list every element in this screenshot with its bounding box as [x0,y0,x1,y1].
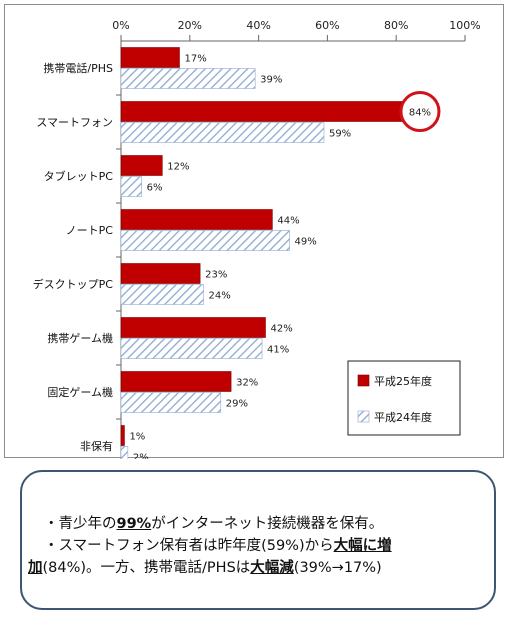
chart-frame: 0% 20% 40% 60% 80% 100% 携帯電話/PHS 17% 39% スマートフォン 8… [4,4,504,460]
x-tick-label: 0% [112,19,129,32]
data-label: 42% [270,324,292,335]
bar-current-year [120,317,266,338]
bar-previous-year [120,122,325,143]
bar-previous-year [120,176,142,197]
x-tick-label: 20% [178,19,202,32]
summary-line-1-emphasis: 99% [116,516,152,532]
category-label: 非保有 [80,439,113,453]
data-label: 23% [205,270,227,281]
summary-line-3-mid: (84%)。一方、携帯電話/PHSは [42,560,251,576]
bar-current-year [120,209,273,230]
bar-previous-year [120,338,263,359]
legend-swatch [357,410,370,423]
summary-line-2-emphasis: 大幅に増 [333,538,392,554]
category-label: 携帯電話/PHS [43,61,113,75]
data-label: 49% [295,237,317,248]
bar-previous-year [120,68,256,89]
data-label: 44% [277,216,299,227]
legend-label: 平成24年度 [374,410,432,424]
summary-line-1: ・青少年の99%がインターネット接続機器を保有。 [44,512,383,533]
legend-label: 平成25年度 [374,374,432,388]
category-label: スマートフォン [36,116,113,129]
bar-previous-year [120,230,290,251]
summary-line-3-emphasis-2: 大幅減 [250,560,294,576]
data-label: 39% [260,75,282,86]
x-tick-label: 60% [315,19,339,32]
summary-line-2-pre: ・スマートフォン保有者は昨年度(59%)から [44,538,334,554]
data-label: 6% [147,183,163,194]
bar-current-year [120,101,411,122]
bar-previous-year [120,284,204,305]
summary-line-1-post: がインターネット接続機器を保有。 [151,516,384,532]
summary-line-3-emphasis: 加 [28,560,43,576]
x-tick-label: 80% [384,19,408,32]
category-label: 固定ゲーム機 [47,385,113,399]
summary-line-3: 加(84%)。一方、携帯電話/PHSは大幅減(39%→17%) [28,556,382,577]
legend-swatch [357,374,370,387]
bar-chart: 0% 20% 40% 60% 80% 100% 携帯電話/PHS 17% 39% スマートフォン 8… [33,19,481,460]
data-label: 59% [329,129,351,140]
category-label: デスクトップPC [33,277,114,291]
data-label: 29% [226,399,248,410]
bar-previous-year [120,392,222,413]
bar-current-year [120,425,125,446]
bar-current-year [120,47,180,68]
category-label: 携帯ゲーム機 [47,331,113,345]
data-label: 32% [236,378,258,389]
data-label: 1% [129,432,145,443]
bar-current-year [120,155,163,176]
data-label: 17% [184,54,206,65]
summary-line-1-pre: ・青少年の [44,516,117,532]
data-label: 24% [209,291,231,302]
summary-line-2: ・スマートフォン保有者は昨年度(59%)から大幅に増 [44,534,392,555]
legend-box [347,360,461,436]
category-label: ノートPC [66,224,114,237]
data-label: 41% [267,345,289,356]
x-tick-label: 40% [246,19,270,32]
summary-line-3-post: (39%→17%) [293,560,382,576]
summary-box: ・青少年の99%がインターネット接続機器を保有。 ・スマートフォン保有者は昨年度… [20,470,496,610]
highlight-circle [399,91,441,132]
category-label: タブレットPC [44,169,114,183]
data-label: 2% [133,453,149,460]
bar-previous-year [120,446,129,459]
bar-current-year [120,263,201,284]
data-label: 12% [167,162,189,173]
data-label: 84% [409,108,431,119]
x-tick-label: 100% [449,19,480,32]
bar-current-year [120,371,232,392]
